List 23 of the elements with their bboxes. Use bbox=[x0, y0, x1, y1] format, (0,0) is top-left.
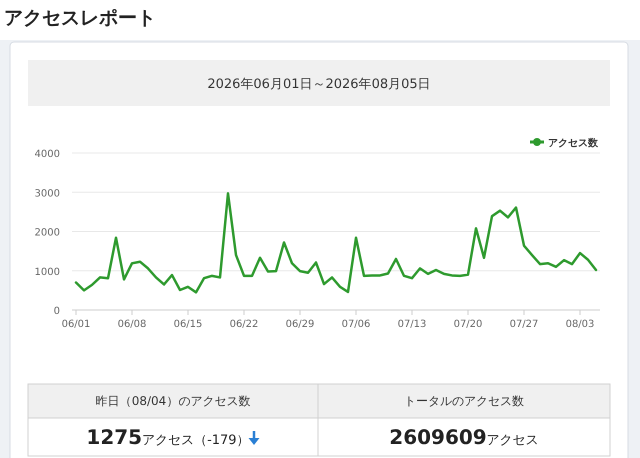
x-tick-label: 06/08 bbox=[118, 319, 146, 330]
x-tick-label: 06/15 bbox=[174, 319, 202, 330]
chart-title: アクセスレポート bbox=[4, 7, 156, 29]
text: トータルのアクセス数 bbox=[404, 394, 524, 408]
y-tick-label: 1000 bbox=[34, 266, 60, 278]
x-tick-label: 08/03 bbox=[566, 319, 594, 330]
y-tick-label: 4000 bbox=[34, 149, 60, 160]
x-tick-label: 07/20 bbox=[454, 319, 482, 330]
y-tick-label: 0 bbox=[54, 306, 60, 317]
x-tick-label: 07/27 bbox=[510, 319, 538, 330]
y-tick-label: 2000 bbox=[34, 228, 60, 238]
text: 1275アクセス（-179） bbox=[86, 425, 250, 449]
x-tick-label: 06/01 bbox=[62, 319, 90, 330]
legend-label: アクセス数 bbox=[548, 137, 599, 149]
x-tick-label: 06/22 bbox=[230, 319, 258, 330]
line-series bbox=[74, 192, 598, 294]
x-tick-label: 06/29 bbox=[286, 319, 314, 330]
y-tick-label: 3000 bbox=[34, 188, 60, 200]
text: 昨日（08/04）のアクセス数 bbox=[96, 394, 250, 408]
x-tick-label: 07/13 bbox=[398, 319, 426, 330]
chart-subtitle: 2026年06月01日～2026年08月05日 bbox=[207, 77, 431, 92]
x-tick-label: 07/06 bbox=[342, 319, 370, 330]
text: 2609609アクセス bbox=[389, 425, 539, 449]
